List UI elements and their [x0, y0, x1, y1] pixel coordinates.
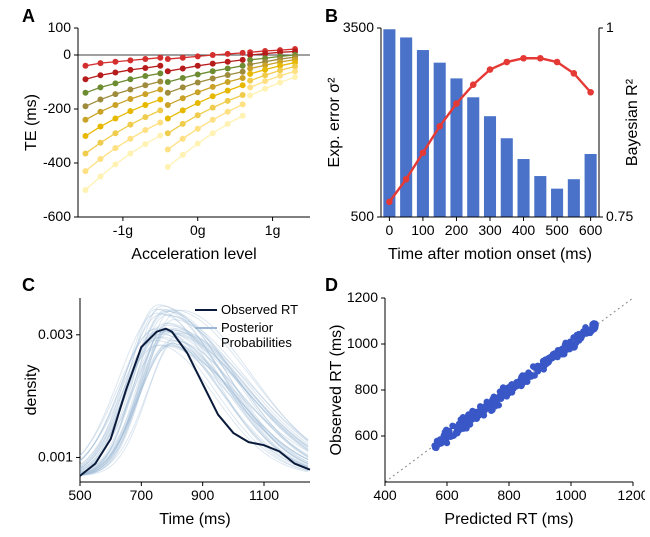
svg-text:1g: 1g	[265, 222, 281, 238]
svg-text:-600: -600	[43, 208, 71, 224]
svg-text:500: 500	[545, 222, 569, 238]
panel-B-chart: 500 3500 0.75 1 0 100 200 300 400 500 600 Exp. erro…	[325, 10, 645, 265]
svg-text:1000: 1000	[555, 487, 586, 503]
svg-text:800: 800	[355, 381, 379, 397]
svg-text:100: 100	[411, 222, 435, 238]
svg-text:0: 0	[385, 222, 393, 238]
svg-text:Time (ms): Time (ms)	[159, 511, 230, 528]
svg-text:1: 1	[606, 19, 614, 35]
panel-D-chart: 600 800 1000 1200 400 600 800 1000 1200 Observed …	[325, 280, 645, 530]
svg-text:Exp. error σ²: Exp. error σ²	[326, 77, 343, 168]
svg-text:3500: 3500	[343, 19, 374, 35]
svg-text:Acceleration level: Acceleration level	[131, 246, 256, 263]
svg-text:600: 600	[355, 427, 379, 443]
svg-text:800: 800	[497, 487, 521, 503]
svg-text:400: 400	[373, 487, 397, 503]
svg-text:Posterior: Posterior	[221, 320, 274, 335]
svg-text:700: 700	[130, 487, 154, 503]
svg-text:0: 0	[63, 46, 71, 62]
svg-text:1200: 1200	[617, 487, 645, 503]
figure-container: A B C D -600-400-2000100-1g0g1gTE (ms)Ac…	[0, 0, 650, 537]
svg-text:0.003: 0.003	[38, 326, 73, 342]
svg-text:-400: -400	[43, 154, 71, 170]
svg-text:600: 600	[579, 222, 603, 238]
svg-text:Observed RT: Observed RT	[221, 302, 298, 317]
svg-text:1100: 1100	[249, 487, 279, 503]
svg-text:600: 600	[435, 487, 459, 503]
svg-text:900: 900	[191, 487, 215, 503]
panel-A-chart: -600 -400 -200 0 100 -1g 0g 1g TE (ms) Accelerati…	[20, 10, 320, 265]
svg-text:200: 200	[445, 222, 469, 238]
svg-text:Time after motion onset (ms): Time after motion onset (ms)	[388, 246, 592, 263]
svg-text:Probabilities: Probabilities	[221, 335, 292, 350]
svg-text:500: 500	[351, 208, 375, 224]
svg-text:500: 500	[68, 487, 92, 503]
svg-text:TE (ms): TE (ms)	[23, 94, 40, 151]
svg-text:300: 300	[478, 222, 502, 238]
svg-text:0g: 0g	[190, 222, 206, 238]
svg-text:-1g: -1g	[113, 222, 133, 238]
svg-text:density: density	[23, 365, 40, 416]
panel-C-chart: 0.001 0.003 500 700 900 1100 Observed RT Poster…	[20, 280, 320, 530]
svg-text:Bayesian R²: Bayesian R²	[624, 78, 641, 166]
svg-text:100: 100	[48, 19, 72, 35]
svg-text:400: 400	[512, 222, 536, 238]
svg-text:Observed RT (ms): Observed RT (ms)	[328, 325, 345, 456]
svg-text:Predicted RT (ms): Predicted RT (ms)	[444, 511, 573, 528]
svg-text:1000: 1000	[347, 335, 378, 351]
svg-text:-200: -200	[43, 100, 71, 116]
svg-text:0.001: 0.001	[38, 448, 73, 464]
svg-text:1200: 1200	[347, 289, 378, 305]
svg-text:0.75: 0.75	[606, 208, 633, 224]
